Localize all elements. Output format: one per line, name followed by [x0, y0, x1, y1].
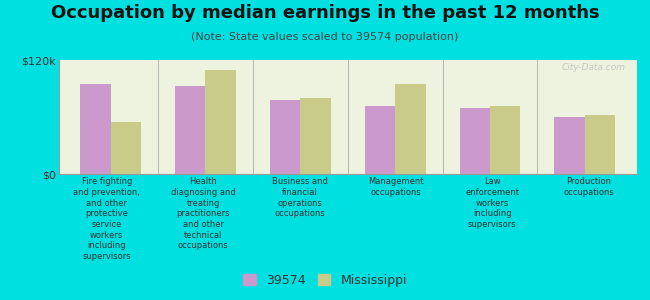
Legend: 39574, Mississippi: 39574, Mississippi	[239, 270, 411, 291]
Bar	[300, 98, 331, 174]
Bar	[460, 107, 490, 174]
Bar	[111, 122, 141, 174]
Text: Production
occupations: Production occupations	[564, 177, 614, 197]
Bar	[81, 84, 110, 174]
Bar	[554, 117, 585, 174]
Bar	[270, 100, 300, 174]
Text: Management
occupations: Management occupations	[368, 177, 424, 197]
Bar	[490, 106, 521, 174]
Bar	[205, 70, 236, 174]
Text: Fire fighting
and prevention,
and other
protective
service
workers
including
sup: Fire fighting and prevention, and other …	[73, 177, 140, 261]
Text: City-Data.com: City-Data.com	[562, 63, 625, 72]
Text: Law
enforcement
workers
including
supervisors: Law enforcement workers including superv…	[465, 177, 519, 229]
Text: Occupation by median earnings in the past 12 months: Occupation by median earnings in the pas…	[51, 4, 599, 22]
Text: Business and
financial
operations
occupations: Business and financial operations occupa…	[272, 177, 328, 218]
Bar	[175, 86, 205, 174]
Bar	[365, 106, 395, 174]
Text: Health
diagnosing and
treating
practitioners
and other
technical
occupations: Health diagnosing and treating practitio…	[171, 177, 235, 250]
Text: (Note: State values scaled to 39574 population): (Note: State values scaled to 39574 popu…	[191, 32, 459, 41]
Bar	[585, 115, 615, 174]
Bar	[395, 84, 426, 174]
